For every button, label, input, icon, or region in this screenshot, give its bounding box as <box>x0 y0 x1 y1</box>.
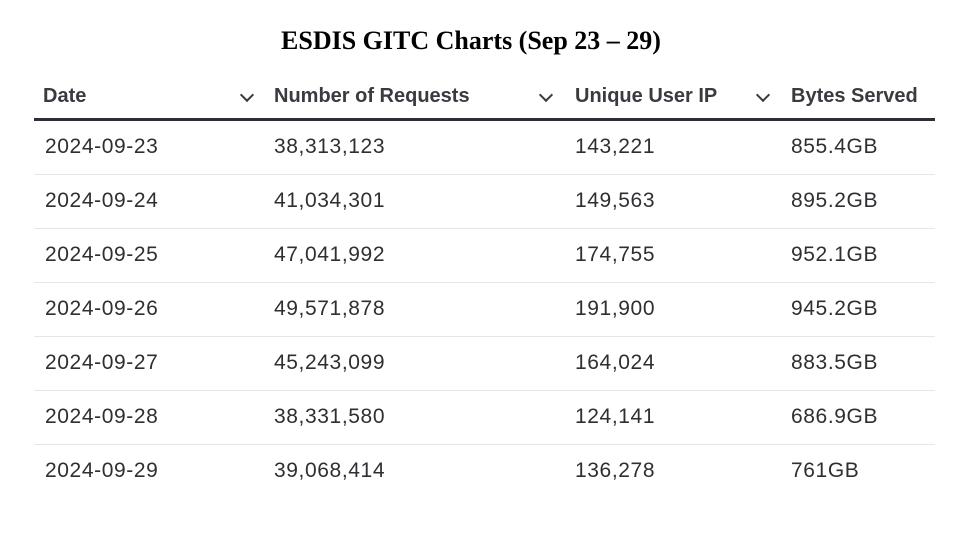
cell-number-of-requests: 45,243,099 <box>274 351 386 374</box>
column-header-unique-user-ip[interactable]: Unique User IP <box>575 85 718 107</box>
table-header: Date Number of Requests Unique User IP B… <box>34 72 935 121</box>
cell-number-of-requests: 41,034,301 <box>274 189 386 212</box>
cell-date: 2024-09-24 <box>45 189 159 212</box>
chevron-down-icon[interactable] <box>538 87 554 103</box>
column-header-date[interactable]: Date <box>43 85 87 107</box>
column-header-bytes-served[interactable]: Bytes Served <box>791 85 918 107</box>
chevron-down-icon[interactable] <box>755 87 771 103</box>
cell-number-of-requests: 39,068,414 <box>274 459 386 482</box>
cell-number-of-requests: 38,313,123 <box>274 135 386 158</box>
cell-bytes-served: 855.4GB <box>791 135 879 158</box>
table-row: 2024-09-23 38,313,123 143,221 855.4GB <box>34 121 935 175</box>
cell-bytes-served: 686.9GB <box>791 405 879 428</box>
cell-unique-user-ip: 191,900 <box>575 297 656 320</box>
cell-unique-user-ip: 143,221 <box>575 135 656 158</box>
chevron-down-icon[interactable] <box>239 87 255 103</box>
cell-bytes-served: 895.2GB <box>791 189 879 212</box>
table-row: 2024-09-29 39,068,414 136,278 761GB <box>34 445 935 498</box>
cell-date: 2024-09-27 <box>45 351 159 374</box>
cell-date: 2024-09-23 <box>45 135 159 158</box>
cell-date: 2024-09-28 <box>45 405 159 428</box>
cell-unique-user-ip: 164,024 <box>575 351 656 374</box>
cell-unique-user-ip: 136,278 <box>575 459 656 482</box>
cell-date: 2024-09-26 <box>45 297 159 320</box>
table-row: 2024-09-27 45,243,099 164,024 883.5GB <box>34 337 935 391</box>
table-row: 2024-09-26 49,571,878 191,900 945.2GB <box>34 283 935 337</box>
cell-bytes-served: 761GB <box>791 459 860 482</box>
cell-number-of-requests: 49,571,878 <box>274 297 386 320</box>
cell-date: 2024-09-29 <box>45 459 159 482</box>
table-row: 2024-09-24 41,034,301 149,563 895.2GB <box>34 175 935 229</box>
cell-number-of-requests: 47,041,992 <box>274 243 386 266</box>
cell-unique-user-ip: 174,755 <box>575 243 656 266</box>
cell-bytes-served: 883.5GB <box>791 351 879 374</box>
cell-number-of-requests: 38,331,580 <box>274 405 386 428</box>
data-table: Date Number of Requests Unique User IP B… <box>34 72 935 498</box>
cell-bytes-served: 945.2GB <box>791 297 879 320</box>
cell-date: 2024-09-25 <box>45 243 159 266</box>
table-row: 2024-09-28 38,331,580 124,141 686.9GB <box>34 391 935 445</box>
column-header-number-of-requests[interactable]: Number of Requests <box>274 85 470 107</box>
table-row: 2024-09-25 47,041,992 174,755 952.1GB <box>34 229 935 283</box>
cell-unique-user-ip: 124,141 <box>575 405 656 428</box>
cell-bytes-served: 952.1GB <box>791 243 879 266</box>
cell-unique-user-ip: 149,563 <box>575 189 656 212</box>
page-title: ESDIS GITC Charts (Sep 23 – 29) <box>281 26 661 55</box>
